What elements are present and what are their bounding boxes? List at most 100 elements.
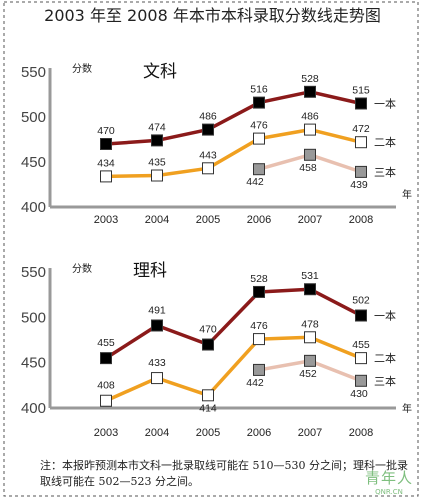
y-tick-label: 550: [21, 64, 46, 81]
data-point-tier1: [304, 85, 316, 98]
data-point-tier2: [151, 372, 163, 385]
page-title: 2003 年至 2008 年本市本科录取分数线走势图: [44, 6, 381, 25]
watermark-domain: QNR.CN: [375, 488, 403, 496]
data-point-tier2: [100, 394, 112, 407]
data-label-tier2: 408: [97, 380, 115, 392]
data-point-tier3: [253, 363, 265, 376]
data-label-tier2: 414: [199, 402, 217, 414]
data-point-tier1: [151, 134, 163, 147]
data-point-tier2: [151, 169, 163, 182]
y-axis-label: 分数: [72, 62, 92, 75]
data-point-tier3: [304, 354, 316, 367]
data-point-tier2: [100, 170, 112, 183]
x-axis-label: 年: [402, 188, 412, 201]
data-point-tier2: [253, 333, 265, 346]
x-tick-label: 2005: [196, 214, 220, 226]
data-label-tier3: 458: [299, 162, 317, 174]
data-label-tier1: 470: [199, 324, 217, 336]
x-tick-label: 2003: [94, 214, 118, 226]
watermark-logo: 青年人 QNR.CN: [359, 467, 419, 496]
legend-label-tier1: 一本: [374, 309, 396, 323]
x-tick-label: 2008: [349, 427, 373, 439]
data-label-tier1: 486: [199, 111, 217, 123]
data-label-tier1: 531: [301, 270, 319, 282]
y-tick-label: 450: [21, 355, 46, 372]
series-line-tier1: [105, 287, 362, 360]
x-tick-label: 2007: [298, 214, 322, 226]
dashed-border: [3, 1, 419, 497]
data-point-tier2: [304, 123, 316, 136]
chart-title: 理科: [133, 261, 167, 281]
y-tick-label: 500: [21, 309, 46, 326]
data-label-tier2: 433: [148, 357, 166, 369]
x-tick-label: 2006: [247, 427, 271, 439]
data-label-tier2: 476: [250, 120, 268, 132]
chart-panel-2: 400 450 500 550 2003 2004 2005 2006 2007 2008 分数年 理…: [21, 261, 412, 439]
y-tick-label: 500: [21, 109, 46, 126]
data-label-tier2: 455: [352, 339, 370, 351]
data-label-tier2: 478: [301, 318, 319, 330]
legend-label-tier2: 二本: [374, 135, 396, 149]
data-point-tier3: [253, 163, 265, 176]
data-label-tier1: 528: [301, 73, 319, 85]
legend-label-tier3: 三本: [374, 374, 396, 388]
data-label-tier1: 528: [250, 273, 268, 285]
data-point-tier2: [355, 136, 367, 149]
data-label-tier1: 455: [97, 337, 115, 349]
data-label-tier3: 442: [246, 176, 264, 188]
data-label-tier2: 434: [97, 157, 115, 169]
footnote: 注：本报昨预测本市文科一批录取线可能在 510—530 分之间；理科一批录取线可…: [40, 459, 408, 488]
data-point-tier3: [304, 148, 316, 161]
data-point-tier3: [355, 165, 367, 178]
data-label-tier3: 442: [246, 377, 264, 389]
series-line-tier1: [105, 90, 362, 146]
x-axis-label: 年: [402, 402, 412, 415]
y-tick-label: 400: [21, 199, 46, 216]
data-point-tier1: [253, 285, 265, 298]
y-tick-label: 550: [21, 264, 46, 281]
data-label-tier3: 439: [350, 179, 368, 191]
data-label-tier3: 452: [299, 368, 317, 380]
y-tick-label: 450: [21, 154, 46, 171]
data-label-tier3: 430: [350, 388, 368, 400]
data-point-tier1: [253, 96, 265, 109]
legend-label-tier2: 二本: [374, 351, 396, 365]
data-point-tier1: [202, 123, 214, 136]
data-point-tier1: [304, 283, 316, 296]
x-tick-label: 2003: [94, 427, 118, 439]
data-point-tier1: [355, 309, 367, 322]
chart-title: 文科: [143, 62, 177, 82]
legend-label-tier3: 三本: [374, 165, 396, 179]
data-point-tier2: [202, 162, 214, 175]
y-tick-label: 400: [21, 400, 46, 417]
x-tick-label: 2004: [145, 427, 169, 439]
data-label-tier1: 516: [250, 84, 268, 96]
series-line-tier2: [105, 127, 362, 179]
legend-label-tier1: 一本: [374, 97, 396, 111]
data-point-tier1: [355, 97, 367, 110]
data-point-tier1: [202, 338, 214, 351]
data-point-tier2: [202, 389, 214, 402]
chart-panel-1: 400 450 500 550 2003 2004 2005 2006 2007 2008 分数年 文…: [21, 62, 412, 226]
data-label-tier1: 470: [97, 125, 115, 137]
y-axis-label: 分数: [72, 262, 92, 275]
data-label-tier2: 443: [199, 149, 217, 161]
data-point-tier2: [253, 132, 265, 145]
series-line-tier2: [105, 335, 362, 403]
data-label-tier1: 515: [352, 85, 370, 97]
data-point-tier1: [100, 352, 112, 365]
data-point-tier1: [100, 138, 112, 150]
data-label-tier1: 474: [148, 121, 166, 133]
data-label-tier1: 502: [352, 295, 370, 307]
data-label-tier2: 476: [250, 320, 268, 332]
data-point-tier3: [355, 374, 367, 387]
data-label-tier2: 435: [148, 157, 166, 169]
data-label-tier2: 472: [352, 123, 370, 135]
x-tick-label: 2006: [247, 214, 271, 226]
data-label-tier1: 491: [148, 304, 166, 316]
data-label-tier2: 486: [301, 111, 319, 123]
x-tick-label: 2005: [196, 427, 220, 439]
data-point-tier2: [304, 331, 316, 344]
data-point-tier2: [355, 352, 367, 365]
